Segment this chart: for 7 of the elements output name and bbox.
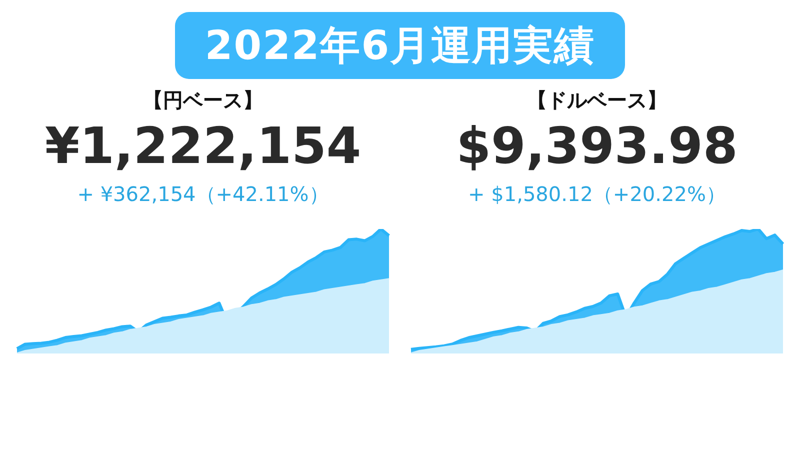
chart-subtitle: $9,393.98: [456, 117, 738, 177]
chart-title: 【ドルベース】: [527, 87, 667, 114]
chart-subtitle: ¥1,222,154: [44, 117, 362, 177]
text: + ¥362,154（+42.11%）: [77, 181, 329, 208]
chart-title: 【円ベース】: [143, 87, 263, 114]
text: + $1,580.12（+20.22%）: [468, 181, 726, 208]
text: 2022年6月運用実績: [174, 12, 626, 79]
